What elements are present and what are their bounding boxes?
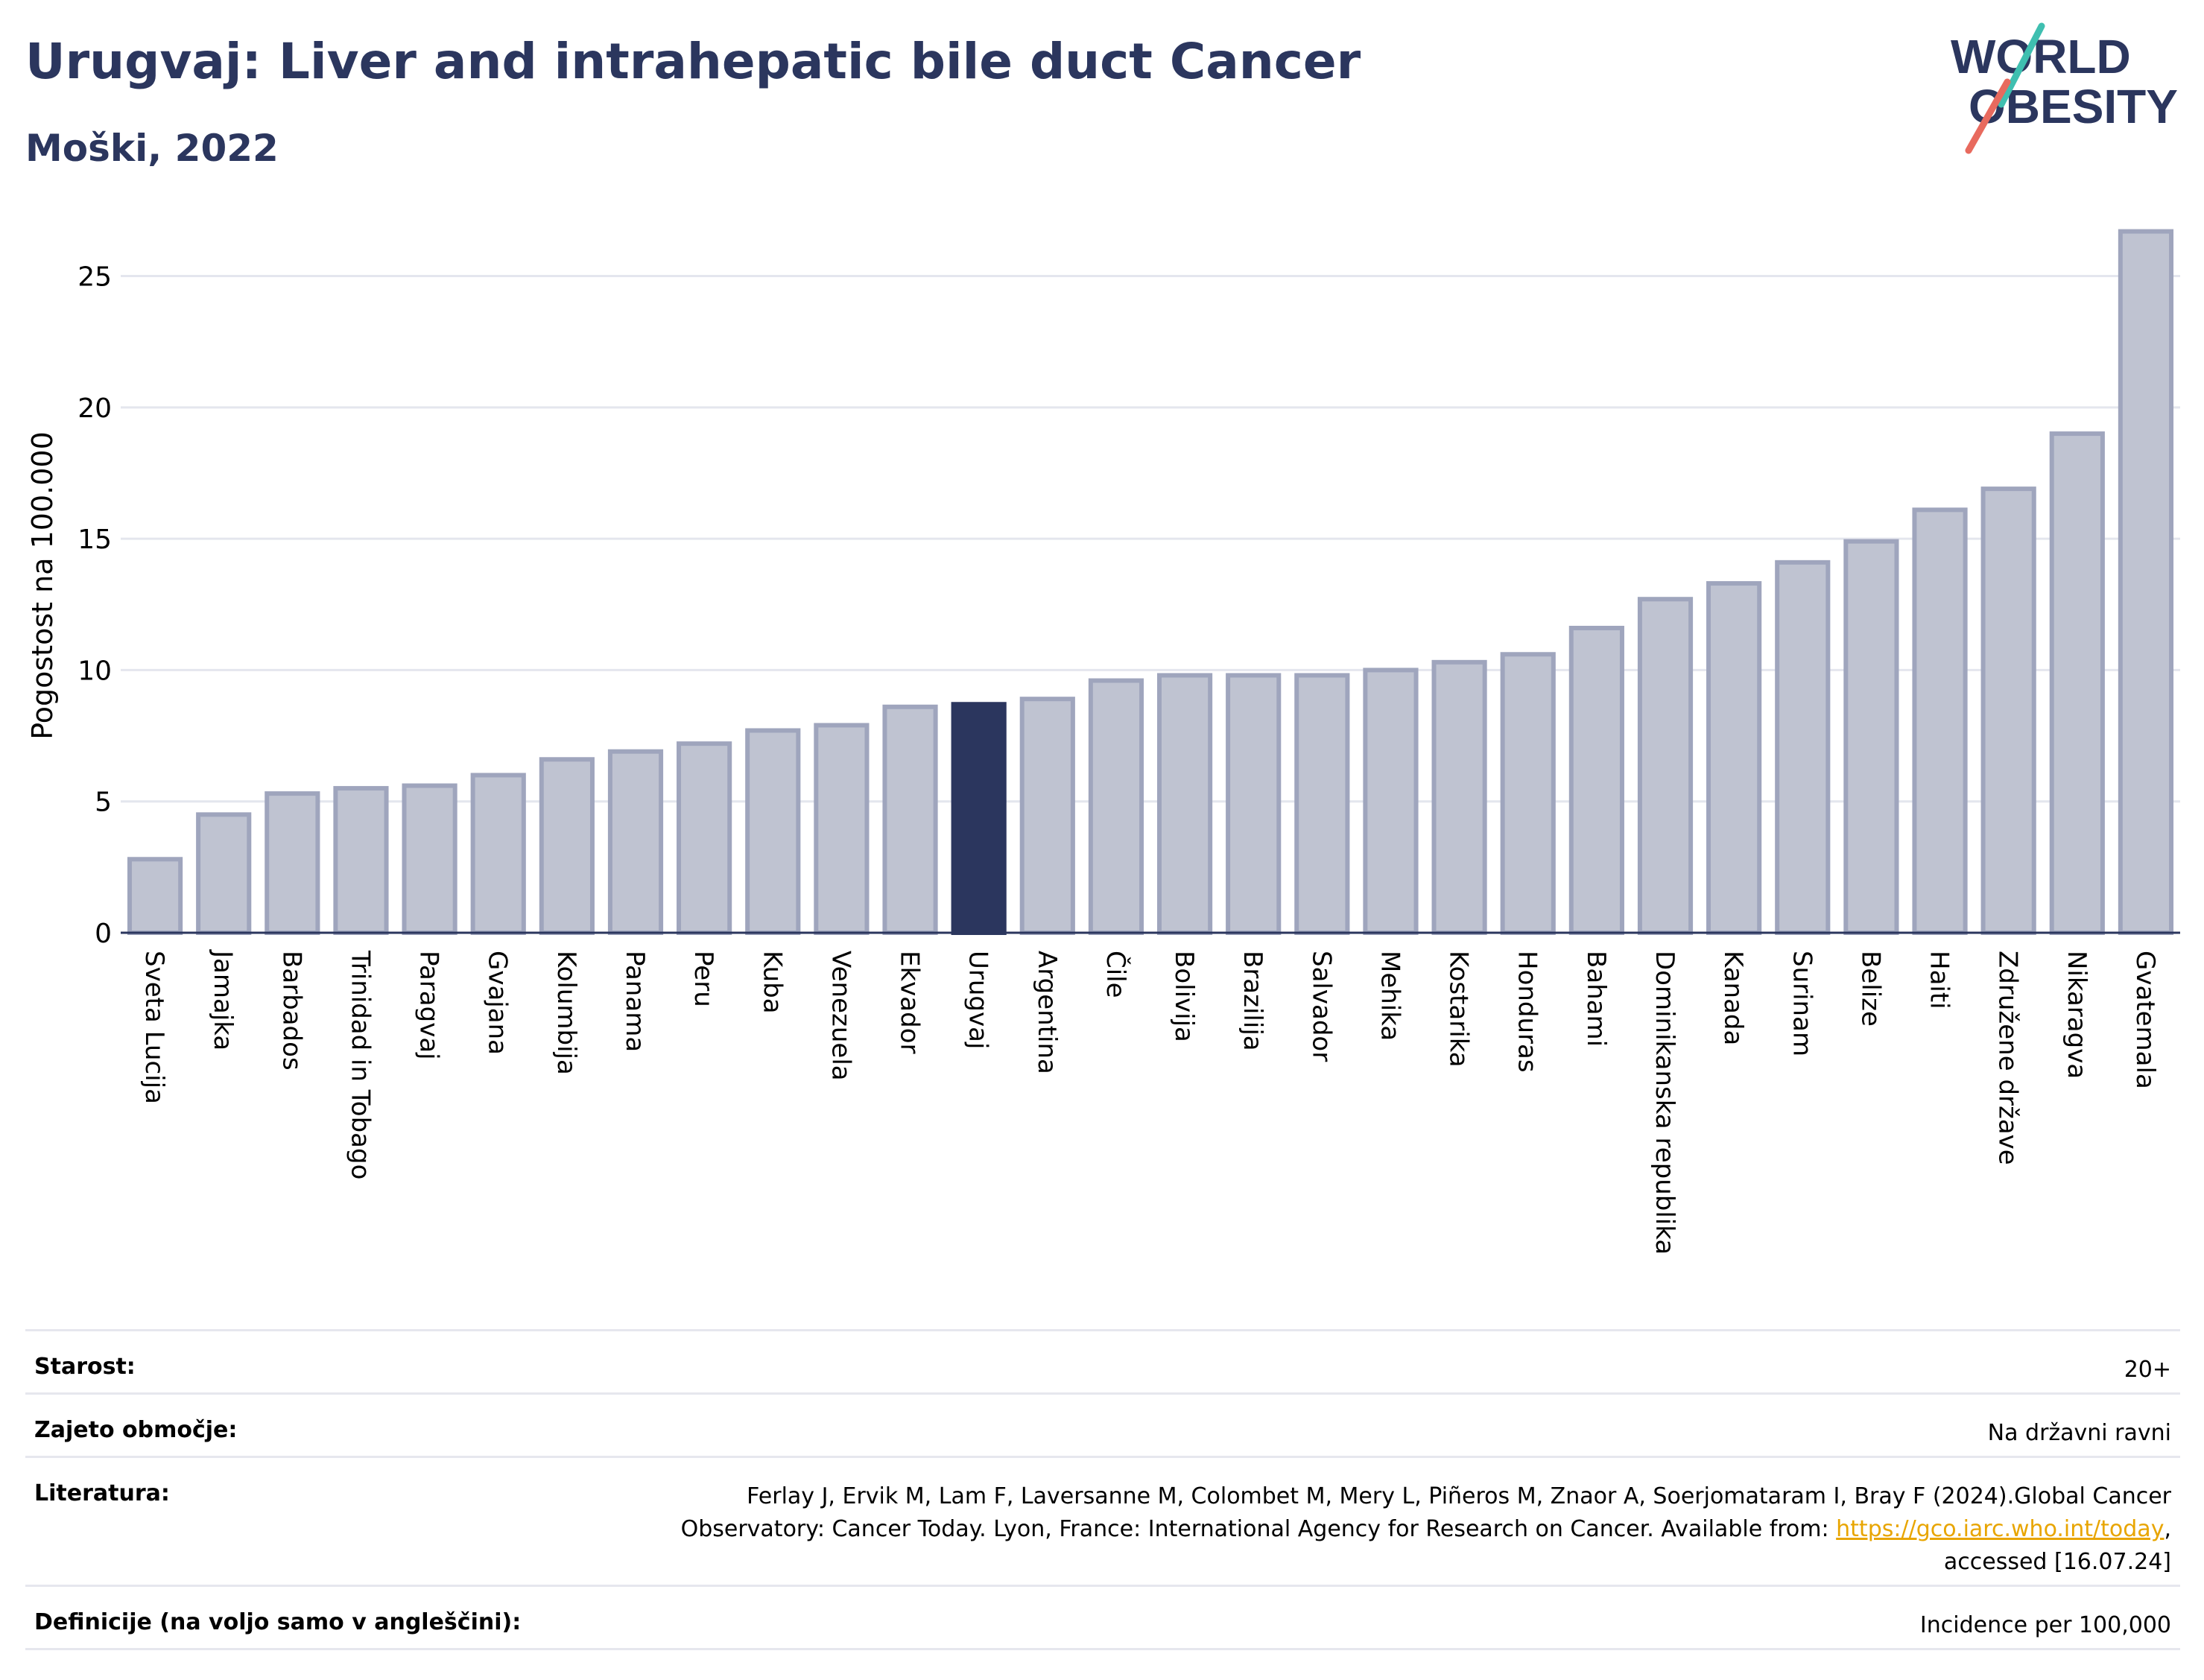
x-tick-label: Peru xyxy=(688,951,718,1007)
y-tick-label: 10 xyxy=(77,656,112,686)
y-tick-label: 20 xyxy=(77,393,112,424)
x-tick-label: Brazilija xyxy=(1238,951,1267,1051)
bars xyxy=(127,229,2174,936)
bar xyxy=(1568,625,1624,936)
x-tick-label: Surinam xyxy=(1787,951,1817,1056)
world-obesity-logo: WORLD OBESITY xyxy=(1951,22,2178,154)
logo-slash-teal xyxy=(1998,22,2045,108)
bar xyxy=(1980,486,2036,935)
x-tick-label: Argentina xyxy=(1032,951,1062,1074)
y-tick-label: 5 xyxy=(95,787,112,818)
x-tick-label: Jamajka xyxy=(208,949,238,1050)
bar xyxy=(607,749,664,936)
bar xyxy=(402,783,457,935)
x-tick-label: Kolumbija xyxy=(551,951,581,1075)
coverage-value: Na državni ravni xyxy=(1987,1420,2171,1446)
x-tick-label: Barbados xyxy=(276,951,306,1071)
bar xyxy=(1843,539,1899,935)
y-tick-label: 0 xyxy=(95,919,112,949)
definitions-label: Definicije (na voljo samo v angleščini): xyxy=(34,1609,522,1635)
x-tick-label: Salvador xyxy=(1306,951,1336,1062)
reference-value: Ferlay J, Ervik M, Lam F, Laversanne M, … xyxy=(681,1480,2171,1585)
y-tick-label: 25 xyxy=(77,262,112,293)
x-tick-label: Venezuela xyxy=(826,951,855,1081)
bar xyxy=(1912,507,1968,935)
x-tick-label: Kuba xyxy=(757,951,787,1014)
x-tick-label: Kanada xyxy=(1718,951,1748,1045)
bar xyxy=(1775,560,1831,935)
bar xyxy=(470,773,526,936)
x-tick-label: Haiti xyxy=(1925,951,1954,1009)
bar xyxy=(882,704,938,936)
x-tick-label: Dominikanska republika xyxy=(1650,951,1679,1255)
x-tick-label: Paragvaj xyxy=(414,951,444,1060)
reference-line-2-post: , xyxy=(2164,1516,2171,1542)
logo-word-world: WORLD xyxy=(1951,30,2131,83)
reference-link[interactable]: https://gco.iarc.who.int/today xyxy=(1836,1516,2165,1542)
x-tick-label: Trinidad in Tobago xyxy=(345,950,375,1179)
definitions-value: Incidence per 100,000 xyxy=(1919,1612,2171,1638)
logo-slash-coral xyxy=(1965,78,2011,154)
x-tick-labels: Sveta Lucija Jamajka Barbados Trinidad in T… xyxy=(139,949,2160,1255)
chart-title: Urugvaj: Liver and intrahepatic bile duc… xyxy=(25,33,1361,90)
bar xyxy=(127,857,183,935)
bar xyxy=(265,791,320,936)
y-tick-labels: 0 5 10 15 20 25 xyxy=(77,262,112,949)
bar xyxy=(1294,673,1350,936)
bar xyxy=(196,812,252,936)
x-tick-label: Honduras xyxy=(1513,951,1542,1073)
bar xyxy=(1088,678,1144,935)
x-tick-label: Združene države xyxy=(1993,951,2023,1165)
x-tick-label: Gvajana xyxy=(483,951,513,1055)
metadata-table: Starost: 20+ Zajeto območje: Na državni … xyxy=(25,1329,2180,1650)
x-tick-label: Mehika xyxy=(1375,951,1405,1041)
coverage-label: Zajeto območje: xyxy=(34,1417,238,1443)
bar xyxy=(951,702,1007,935)
reference-line-2-pre: Observatory: Cancer Today. Lyon, France:… xyxy=(680,1516,1837,1542)
y-axis-label: Pogostost na 100.000 xyxy=(26,431,59,740)
x-tick-label: Sveta Lucija xyxy=(139,951,169,1104)
meta-row-age: Starost: 20+ xyxy=(25,1329,2180,1392)
age-label: Starost: xyxy=(34,1354,136,1380)
x-tick-label: Bolivija xyxy=(1169,951,1199,1042)
bar xyxy=(1500,652,1556,935)
reference-label: Literatura: xyxy=(34,1480,170,1506)
x-tick-label: Bahami xyxy=(1581,951,1611,1047)
y-tick-label: 15 xyxy=(77,524,112,555)
age-value: 20+ xyxy=(2124,1357,2171,1383)
x-tick-label: Belize xyxy=(1855,951,1885,1027)
gridlines xyxy=(121,275,2180,803)
bar xyxy=(1019,697,1075,935)
meta-row-coverage: Zajeto območje: Na državni ravni xyxy=(25,1392,2180,1456)
x-tick-label: Urugvaj xyxy=(963,951,993,1049)
bar xyxy=(1226,673,1282,936)
bar xyxy=(1363,668,1419,935)
bar xyxy=(1156,673,1213,936)
bar-chart: Sveta Lucija Jamajka Barbados Trinidad in T… xyxy=(26,229,2180,1255)
meta-row-reference: Literatura: Ferlay J, Ervik M, Lam F, La… xyxy=(25,1456,2180,1585)
bar xyxy=(1706,581,1762,936)
reference-line-3: accessed [16.07.24] xyxy=(1943,1549,2171,1575)
chart-subtitle: Moški, 2022 xyxy=(25,127,279,170)
x-tick-label: Gvatemala xyxy=(2130,951,2160,1089)
bar xyxy=(677,741,732,936)
bar xyxy=(1637,597,1694,935)
bar xyxy=(2118,229,2174,936)
x-tick-label: Ekvador xyxy=(895,951,925,1054)
bar xyxy=(539,757,595,935)
x-tick-label: Nikaragva xyxy=(2062,951,2091,1079)
bar xyxy=(745,728,801,936)
bar xyxy=(814,723,870,935)
bar xyxy=(333,786,389,936)
x-tick-label: Kostarika xyxy=(1444,951,1474,1068)
bar xyxy=(1431,659,1487,936)
x-tick-label: Panama xyxy=(620,951,650,1052)
x-tick-label: Čile xyxy=(1101,951,1131,998)
reference-line-1: Ferlay J, Ervik M, Lam F, Laversanne M, … xyxy=(747,1483,2171,1509)
meta-row-definitions: Definicije (na voljo samo v angleščini):… xyxy=(25,1585,2180,1650)
bar xyxy=(2049,431,2105,935)
